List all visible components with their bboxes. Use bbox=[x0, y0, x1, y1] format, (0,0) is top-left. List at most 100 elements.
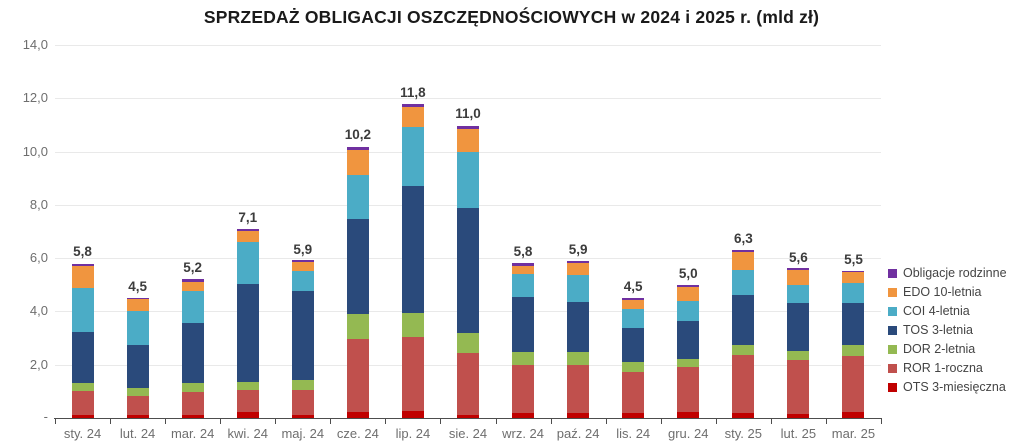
bar-segment-tos bbox=[126, 344, 149, 389]
bar-segment-coi bbox=[457, 151, 479, 209]
bar-segment-ots bbox=[71, 414, 94, 418]
bar-total-label: 5,5 bbox=[844, 252, 863, 268]
bar-total-label: 5,8 bbox=[73, 244, 92, 260]
bar-segment-tos bbox=[622, 328, 645, 363]
x-axis-tick bbox=[550, 419, 552, 424]
bar-segment-ots bbox=[181, 414, 204, 418]
legend-swatch-icon bbox=[888, 344, 897, 354]
bar-segment-ror bbox=[622, 371, 645, 413]
bar-segment-edo bbox=[622, 299, 645, 309]
legend-label: TOS 3-letnia bbox=[903, 323, 973, 337]
plot-area: 5,8 sty. 24 4,5 lut. 24 5,2 mar. 24 7,1 kwi. 24… bbox=[54, 45, 882, 441]
x-axis-category-label: gru. 24 bbox=[668, 426, 709, 441]
bar-segment-tos bbox=[567, 302, 590, 353]
y-axis-tick-label: 10,0 bbox=[22, 143, 48, 159]
x-axis-category-label: maj. 24 bbox=[281, 426, 325, 441]
x-axis-category-label: sty. 24 bbox=[63, 426, 102, 441]
bar-segment-edo bbox=[787, 270, 810, 286]
legend-item: TOS 3-letnia bbox=[888, 323, 1007, 337]
legend-swatch-icon bbox=[888, 325, 897, 335]
x-axis-category-label: lut. 25 bbox=[780, 426, 817, 441]
legend-item: DOR 2-letnia bbox=[888, 342, 1007, 356]
bar-segment-tos bbox=[787, 302, 810, 351]
y-axis-tick-label: 8,0 bbox=[29, 196, 48, 212]
x-axis-category-label: sty. 25 bbox=[724, 426, 762, 441]
bar-segment-coi bbox=[567, 274, 590, 303]
bar-segment-edo bbox=[677, 287, 700, 301]
bar-segment-obligacje bbox=[236, 229, 259, 232]
chart-title: SPRZEDAŻ OBLIGACJI OSZCZĘDNOŚCIOWYCH w 2… bbox=[203, 7, 820, 27]
bar-segment-dor bbox=[126, 388, 149, 397]
legend-label: DOR 2-letnia bbox=[903, 342, 976, 356]
bar-segment-dor bbox=[842, 345, 865, 356]
bar-segment-ror bbox=[401, 336, 424, 411]
bar-segment-obligacje bbox=[567, 260, 590, 263]
bar-segment-ots bbox=[346, 412, 369, 418]
bar-segment-coi bbox=[291, 270, 314, 291]
bar-segment-edo bbox=[181, 281, 204, 291]
bar-segment-ots bbox=[842, 411, 865, 418]
bar-segment-ots bbox=[677, 412, 700, 418]
x-axis-category-label: lip. 24 bbox=[395, 426, 431, 441]
bar-segment-dor bbox=[71, 383, 94, 391]
bar-total-label: 6,3 bbox=[733, 231, 753, 247]
bar-segment-edo bbox=[401, 106, 424, 127]
bar-segment-obligacje bbox=[401, 104, 424, 107]
bar-total-label: 5,9 bbox=[293, 241, 313, 257]
bar-total-label: 10,2 bbox=[344, 127, 371, 143]
bar-segment-tos bbox=[346, 219, 369, 314]
bar-segment-ror bbox=[512, 364, 535, 413]
bar-segment-obligacje bbox=[126, 297, 149, 300]
y-axis-tick-label: 12,0 bbox=[22, 90, 48, 106]
x-axis-tick bbox=[330, 419, 332, 424]
x-axis-tick bbox=[770, 419, 772, 424]
bar-segment-dor bbox=[512, 352, 535, 365]
bar-total-label: 5,2 bbox=[183, 260, 203, 276]
bar-segment-ots bbox=[457, 414, 479, 418]
x-axis-tick bbox=[55, 419, 56, 424]
bar-segment-tos bbox=[291, 290, 314, 381]
bar-segment-tos bbox=[236, 284, 259, 382]
chart-legend: Obligacje rodzinne EDO 10-letnia COI 4-let… bbox=[888, 266, 1007, 394]
bar-segment-edo bbox=[346, 150, 369, 176]
x-axis-category-label: lut. 24 bbox=[119, 426, 156, 441]
bar-segment-ror bbox=[842, 355, 865, 412]
x-axis-category-label: cze. 24 bbox=[336, 426, 379, 441]
bar-segment-ots bbox=[401, 410, 424, 418]
legend-label: COI 4-letnia bbox=[903, 304, 970, 318]
bar-segment-ots bbox=[787, 414, 810, 418]
bar-segment-obligacje bbox=[181, 279, 204, 282]
bar-segment-ots bbox=[236, 412, 259, 418]
bar-segment-ror bbox=[457, 353, 479, 415]
bar-segment-obligacje bbox=[842, 270, 865, 272]
legend-item: COI 4-letnia bbox=[888, 304, 1007, 318]
bar-segment-edo bbox=[842, 272, 865, 283]
bar-segment-ots bbox=[567, 412, 590, 418]
legend-swatch-icon bbox=[888, 287, 897, 297]
bar-segment-dor bbox=[236, 381, 259, 390]
bar-segment-ror bbox=[291, 389, 314, 416]
bar-segment-tos bbox=[71, 331, 94, 384]
bar-segment-coi bbox=[346, 175, 369, 220]
bar-segment-ror bbox=[567, 364, 590, 413]
bar-segment-obligacje bbox=[732, 250, 755, 253]
bar-total-label: 5,6 bbox=[789, 249, 808, 265]
legend-item: Obligacje rodzinne bbox=[888, 266, 1007, 280]
bar-total-label: 11,0 bbox=[455, 105, 481, 121]
bar-segment-dor bbox=[787, 350, 810, 360]
bar-segment-ror bbox=[787, 359, 810, 415]
bar-segment-tos bbox=[181, 322, 204, 384]
gridline bbox=[55, 45, 881, 46]
y-axis-zero-label: - bbox=[43, 409, 48, 424]
bar-segment-coi bbox=[787, 285, 810, 303]
bar-segment-edo bbox=[512, 265, 535, 275]
bar-segment-obligacje bbox=[291, 260, 314, 263]
bar-segment-obligacje bbox=[512, 263, 535, 266]
bar-total-label: 5,8 bbox=[513, 244, 533, 260]
x-axis-category-label: kwi. 24 bbox=[227, 426, 268, 441]
bar-segment-dor bbox=[622, 362, 645, 372]
x-axis-category-label: sie. 24 bbox=[448, 426, 488, 441]
bar-segment-coi bbox=[677, 300, 700, 321]
bar-total-label: 11,8 bbox=[400, 84, 426, 100]
y-axis-tick-label: 14,0 bbox=[22, 37, 48, 52]
